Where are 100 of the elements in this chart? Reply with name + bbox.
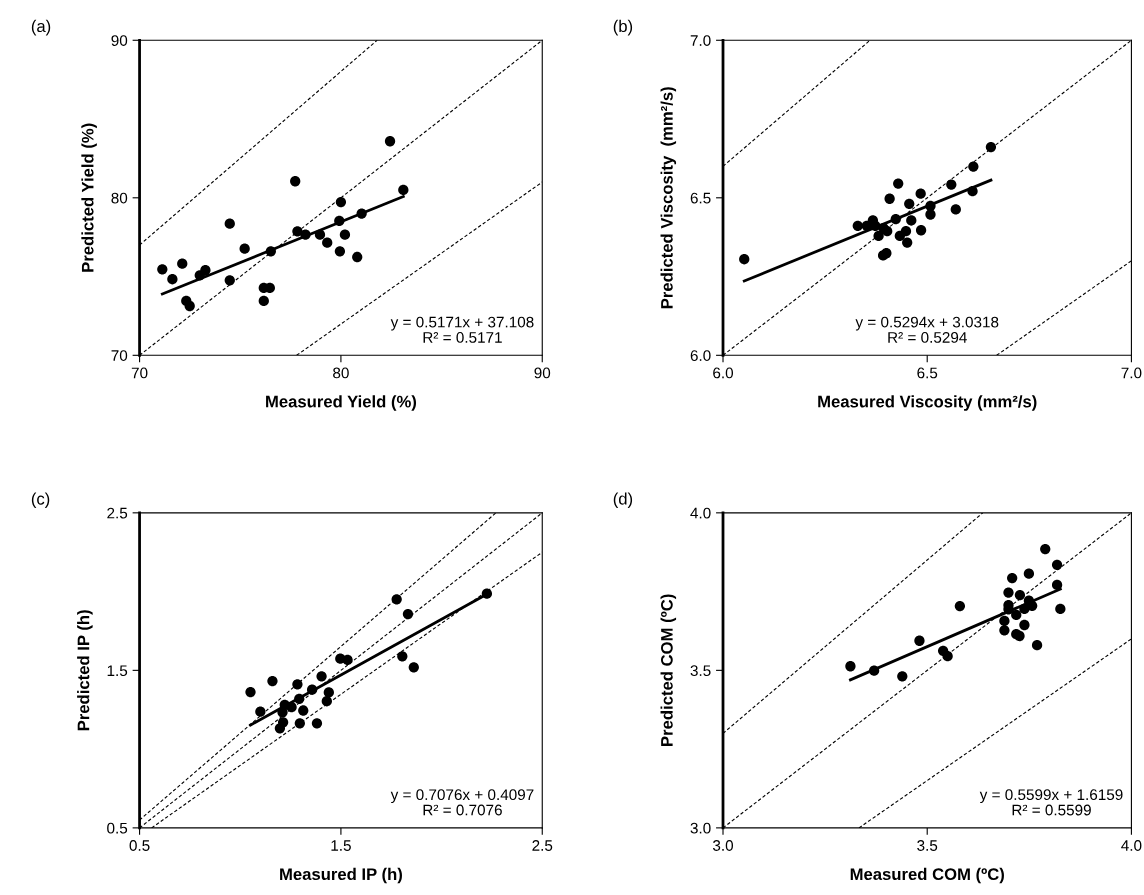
y-tick-label: 70 xyxy=(111,350,128,361)
point xyxy=(298,705,309,716)
y-tick-label: 4.0 xyxy=(690,507,711,519)
point xyxy=(342,654,353,666)
y-tick-label: 90 xyxy=(111,35,128,46)
chart-title: (b) xyxy=(613,19,633,36)
x-tick-label: 70 xyxy=(131,367,148,379)
point xyxy=(267,675,278,687)
point xyxy=(402,608,414,620)
point xyxy=(968,161,979,172)
x-axis-title: Measured IP (h) xyxy=(280,867,402,884)
x-tick-label: 7.0 xyxy=(1121,367,1142,379)
annotation: R² = 0.5599 xyxy=(1012,804,1091,816)
point xyxy=(873,230,884,242)
point xyxy=(391,594,402,605)
x-axis-title: Measured COM (ºC) xyxy=(850,867,1004,884)
point xyxy=(292,226,303,237)
point xyxy=(985,141,997,153)
chart-title: (a) xyxy=(31,19,51,36)
point xyxy=(1011,609,1022,621)
annotation: y = 0.5294x + 3.0318 xyxy=(855,316,999,331)
point xyxy=(321,696,332,707)
point xyxy=(322,237,333,248)
point xyxy=(881,248,892,259)
y-axis-title: Predicted IP (h) xyxy=(77,610,93,731)
point xyxy=(397,651,408,662)
point xyxy=(356,208,367,219)
point xyxy=(1055,603,1066,615)
point xyxy=(1003,587,1014,598)
point xyxy=(339,229,351,240)
point xyxy=(902,237,913,248)
point xyxy=(294,718,305,729)
point xyxy=(915,225,927,236)
point xyxy=(398,184,409,196)
x-tick-label: 6.0 xyxy=(713,367,734,379)
y-tick-label: 7.0 xyxy=(690,35,711,46)
point xyxy=(900,226,912,237)
point xyxy=(868,665,880,676)
point xyxy=(314,229,326,240)
point xyxy=(286,702,297,713)
x-tick-label: 90 xyxy=(534,367,551,379)
point xyxy=(942,651,953,662)
point xyxy=(845,661,856,672)
x-tick-label: 80 xyxy=(333,367,349,379)
point xyxy=(306,684,318,695)
point xyxy=(224,275,235,286)
point xyxy=(925,209,936,220)
point xyxy=(925,200,936,212)
point xyxy=(255,706,266,717)
point xyxy=(1031,640,1043,651)
point xyxy=(311,718,323,729)
x-axis-title: Measured Viscosity (mm²/s) xyxy=(818,395,1037,411)
point xyxy=(904,198,915,209)
point xyxy=(200,265,211,276)
point xyxy=(184,300,195,312)
point xyxy=(946,179,957,190)
chart-title: (c) xyxy=(31,492,50,508)
y-tick-label: 80 xyxy=(111,192,128,204)
point xyxy=(335,196,347,208)
point xyxy=(1007,572,1018,584)
point xyxy=(300,229,311,240)
point xyxy=(292,679,303,690)
point xyxy=(1051,579,1063,591)
point xyxy=(999,625,1010,636)
point xyxy=(1051,559,1063,570)
point xyxy=(852,220,863,231)
y-axis-title: Predicted Viscosity (mm²/s) xyxy=(660,87,677,309)
annotation: R² = 0.7076 xyxy=(423,804,502,816)
point xyxy=(999,615,1010,627)
chart-title: (d) xyxy=(613,492,633,508)
point xyxy=(1019,619,1030,631)
point xyxy=(177,258,188,269)
annotation: R² = 0.5171 xyxy=(423,332,502,343)
point xyxy=(290,176,301,187)
point xyxy=(334,246,346,257)
point xyxy=(906,215,917,226)
y-tick-label: 2.5 xyxy=(107,507,128,519)
point xyxy=(967,186,978,197)
point xyxy=(294,693,305,705)
point xyxy=(893,178,904,189)
annotation: y = 0.5171x + 37.108 xyxy=(390,316,534,331)
y-axis-title: Predicted Yield (%) xyxy=(81,123,97,272)
x-tick-label: 2.5 xyxy=(532,840,553,851)
point xyxy=(882,226,893,237)
point xyxy=(239,243,250,254)
point xyxy=(915,188,926,199)
point xyxy=(1040,543,1051,555)
y-tick-label: 6.5 xyxy=(690,192,711,204)
point xyxy=(334,215,345,227)
point xyxy=(224,218,235,229)
point xyxy=(258,295,269,307)
point xyxy=(277,717,289,728)
point xyxy=(914,635,925,646)
x-axis-title: Measured Yield (%) xyxy=(266,395,417,411)
point xyxy=(265,246,276,257)
point xyxy=(897,671,908,682)
x-tick-label: 4.0 xyxy=(1121,840,1142,851)
y-axis-title: Predicted COM (ºC) xyxy=(660,594,677,746)
annotation: y = 0.7076x + 0.4097 xyxy=(390,789,534,804)
annotation: R² = 0.5294 xyxy=(888,332,967,343)
